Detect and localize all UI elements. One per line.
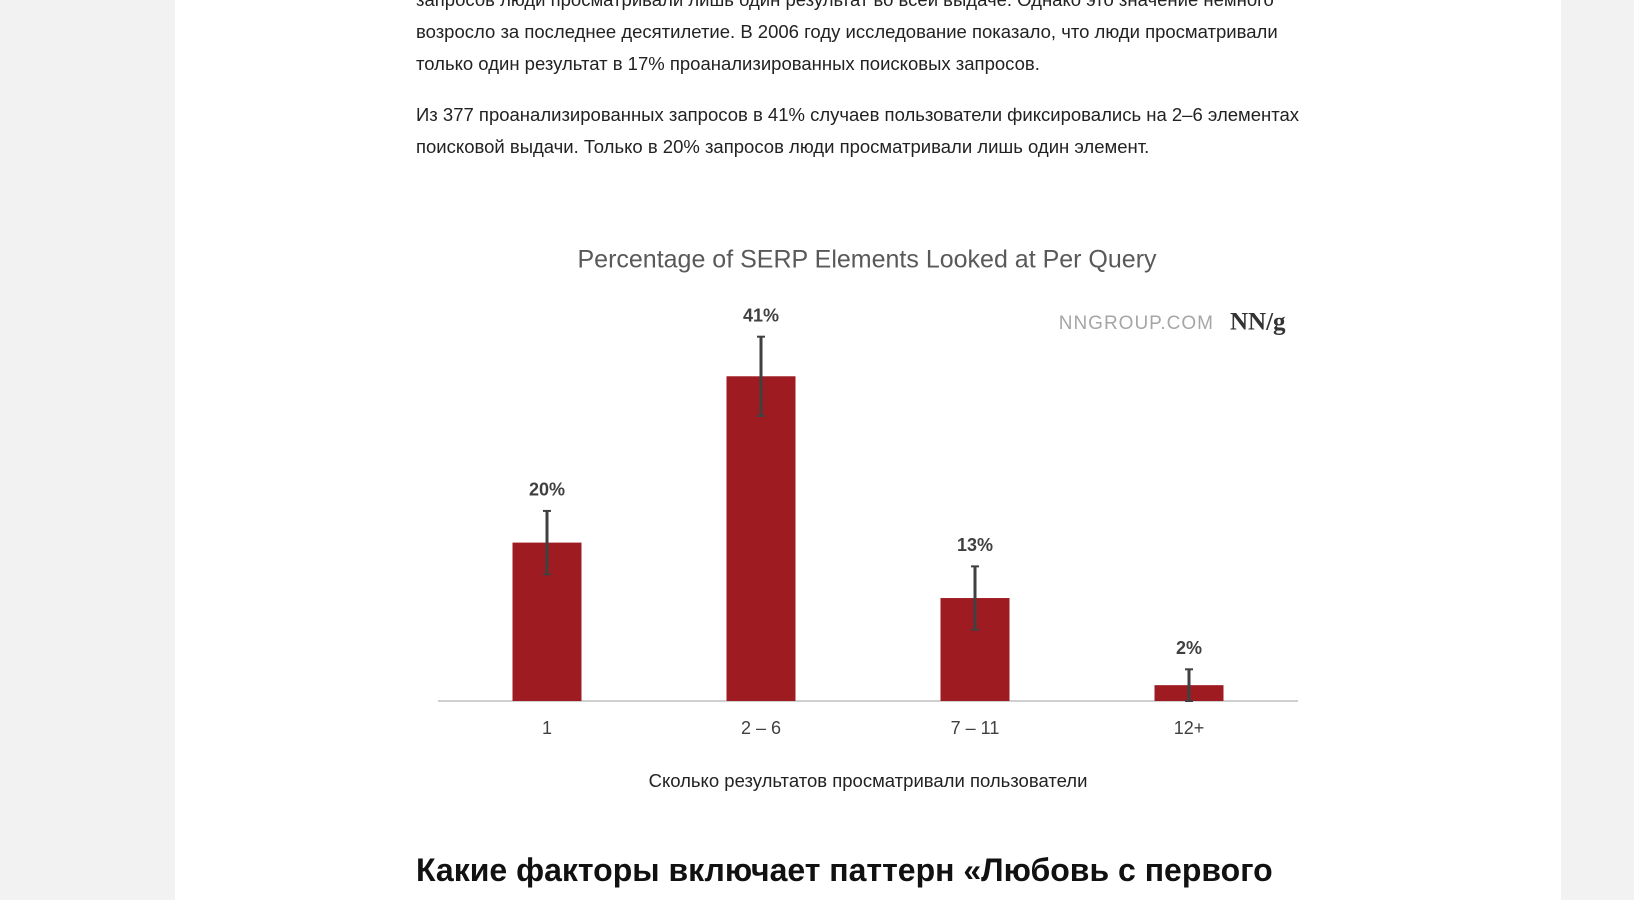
- x-tick-label: 1: [542, 718, 552, 738]
- chart-title: Percentage of SERP Elements Looked at Pe…: [577, 246, 1157, 274]
- x-tick-label: 7 – 11: [951, 718, 1000, 738]
- section-heading: Какие факторы включает паттерн «Любовь с…: [416, 852, 1273, 888]
- value-label: 20%: [529, 480, 565, 500]
- value-label: 13%: [957, 535, 993, 555]
- chart-source: NNGROUP.COM: [1059, 313, 1214, 334]
- paragraph: Из 377 проанализированных запросов в 41%…: [416, 104, 1300, 157]
- value-label: 41%: [743, 305, 779, 325]
- figure-caption: Сколько результатов просматривали пользо…: [648, 770, 1088, 791]
- paragraph: запросов люди просматривали лишь один ре…: [416, 0, 1278, 74]
- logo: NN/g: [1230, 309, 1286, 336]
- x-tick-label: 12+: [1174, 718, 1205, 738]
- content-column: [175, 0, 1561, 900]
- bar: [726, 376, 796, 701]
- x-tick-label: 2 – 6: [741, 718, 781, 738]
- value-label: 2%: [1176, 638, 1202, 658]
